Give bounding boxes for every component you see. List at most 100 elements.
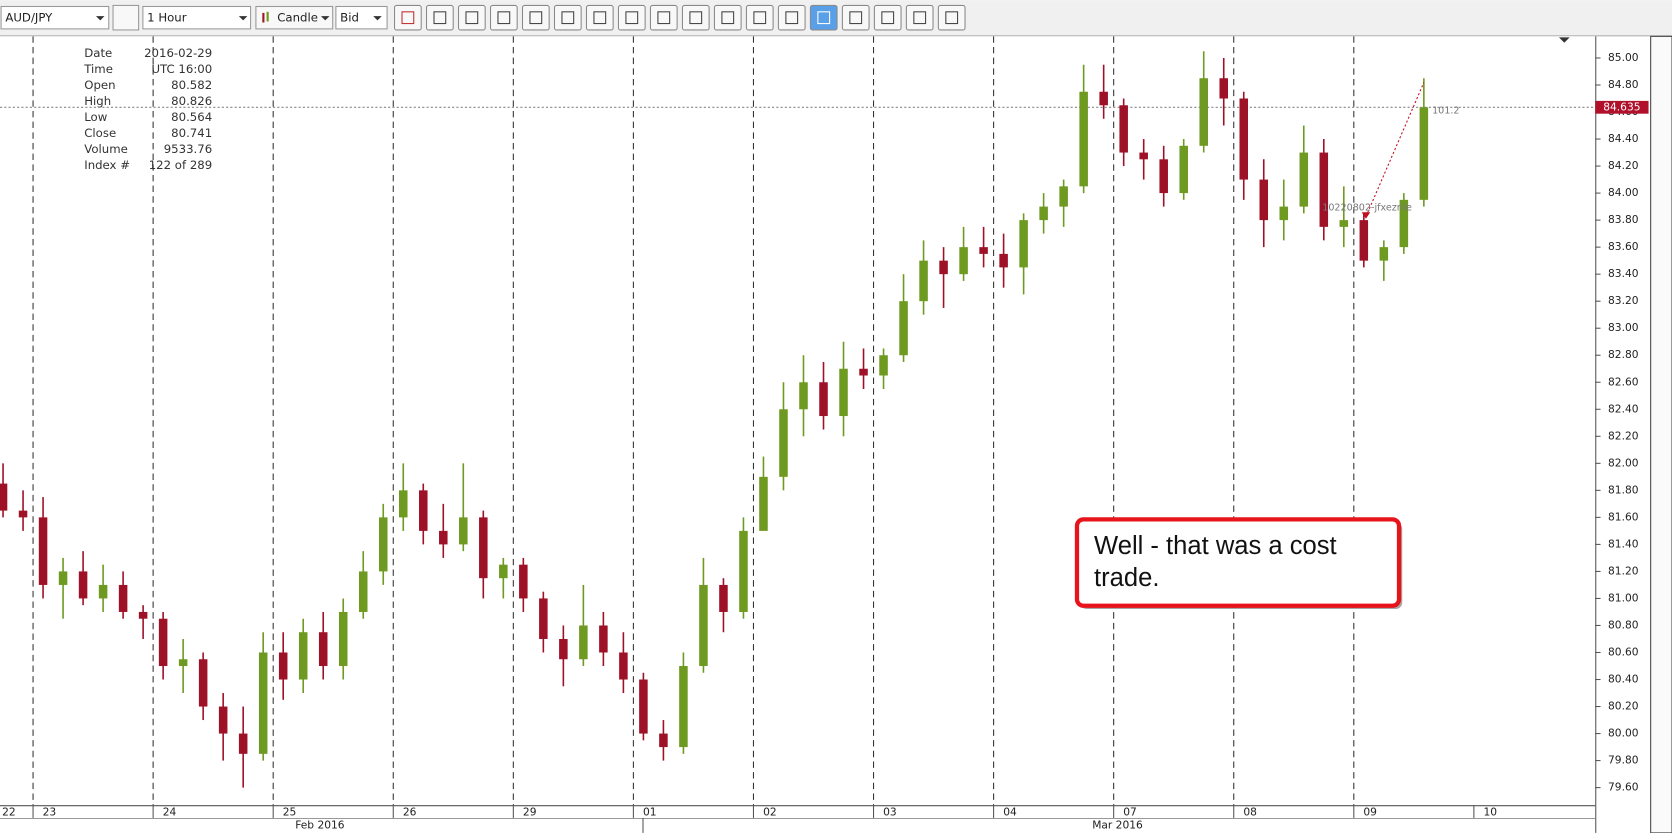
candle-body bbox=[1219, 78, 1228, 99]
candle-body bbox=[799, 382, 808, 410]
toolbar-button[interactable] bbox=[457, 4, 486, 31]
toolbar-icon bbox=[721, 11, 735, 25]
toolbar-button[interactable] bbox=[681, 4, 710, 31]
candle-body bbox=[639, 679, 648, 734]
instrument-dropdown[interactable] bbox=[0, 5, 110, 30]
y-tick-label: 81.20 bbox=[1608, 564, 1639, 577]
toolbar-icon bbox=[817, 11, 831, 25]
y-tick-label: 82.20 bbox=[1608, 429, 1639, 442]
info-label: Open bbox=[84, 78, 115, 92]
candle-body bbox=[1399, 199, 1409, 248]
candle-body bbox=[18, 510, 28, 518]
toolbar-icon bbox=[881, 11, 895, 25]
candle-body bbox=[1019, 220, 1028, 268]
candle-body bbox=[719, 584, 728, 612]
chart-type-button[interactable] bbox=[112, 4, 140, 31]
side-dropdown[interactable] bbox=[335, 5, 388, 30]
toolbar-icon bbox=[497, 11, 511, 25]
toolbar-icon bbox=[561, 11, 575, 25]
order-value: 101.2 bbox=[1432, 105, 1459, 116]
info-value: 9533.76 bbox=[164, 142, 212, 156]
x-tick-label: 22 bbox=[2, 806, 16, 819]
toolbar-button[interactable] bbox=[937, 4, 966, 31]
x-tick-label: 02 bbox=[763, 806, 777, 819]
toolbar-icon bbox=[945, 11, 959, 25]
candle-body bbox=[38, 517, 48, 585]
toolbar-icon bbox=[625, 11, 639, 25]
candle-body bbox=[519, 564, 528, 599]
info-value: 122 of 289 bbox=[149, 158, 212, 172]
y-tick-label: 82.40 bbox=[1608, 402, 1639, 415]
info-label: High bbox=[84, 94, 111, 108]
x-tick-label: 10 bbox=[1483, 806, 1497, 819]
x-tick-label: 04 bbox=[1003, 806, 1017, 819]
candle-body bbox=[1299, 152, 1309, 207]
info-label: Index # bbox=[84, 158, 130, 172]
toolbar-button[interactable] bbox=[553, 4, 582, 31]
x-tick-label: 08 bbox=[1243, 806, 1257, 819]
period: 1 Hour bbox=[147, 11, 187, 25]
menu-arrow[interactable] bbox=[1558, 37, 1570, 43]
toolbar-button[interactable] bbox=[745, 4, 774, 31]
candle-body bbox=[1079, 91, 1088, 187]
toolbar-button[interactable] bbox=[394, 4, 422, 31]
candle-body bbox=[1319, 152, 1329, 227]
candle-body bbox=[739, 530, 748, 612]
info-value: 80.582 bbox=[171, 78, 212, 92]
candle-body bbox=[959, 247, 968, 275]
toolbar-button[interactable] bbox=[649, 4, 678, 31]
candle-body bbox=[459, 517, 468, 545]
info-value: UTC 16:00 bbox=[151, 62, 212, 76]
toolbar-button[interactable] bbox=[489, 4, 518, 31]
side-panel bbox=[1650, 35, 1672, 834]
info-label: Volume bbox=[84, 142, 128, 156]
toolbar-button[interactable] bbox=[521, 4, 550, 31]
order-marker bbox=[1361, 212, 1371, 219]
y-tick-label: 80.00 bbox=[1608, 727, 1639, 740]
candle-body bbox=[358, 571, 368, 612]
candle-body bbox=[839, 368, 848, 417]
candle-body bbox=[399, 490, 408, 518]
candle-body bbox=[1139, 152, 1148, 160]
candle-body bbox=[1239, 98, 1249, 180]
dropdown-arrow bbox=[373, 16, 382, 21]
toolbar-button[interactable] bbox=[841, 4, 870, 31]
period-dropdown[interactable] bbox=[142, 5, 252, 30]
toolbar-button[interactable] bbox=[425, 4, 454, 31]
instrument: AUD/JPY bbox=[5, 11, 53, 25]
toolbar-icon bbox=[401, 11, 415, 25]
y-tick-label: 84.20 bbox=[1608, 159, 1639, 172]
y-tick-label: 80.20 bbox=[1608, 700, 1639, 713]
x-tick-label: 29 bbox=[523, 806, 537, 819]
candle-body bbox=[218, 706, 228, 734]
y-tick-label: 85.00 bbox=[1608, 51, 1639, 64]
toolbar-button[interactable] bbox=[777, 4, 806, 31]
candle-body bbox=[919, 260, 928, 302]
candle-body bbox=[118, 584, 128, 612]
style-dropdown[interactable] bbox=[255, 5, 334, 30]
toolbar-icon bbox=[657, 11, 671, 25]
candle-body bbox=[298, 632, 308, 680]
y-tick-label: 84.80 bbox=[1608, 78, 1639, 91]
y-tick-label: 81.00 bbox=[1608, 591, 1639, 604]
x-tick-label: 07 bbox=[1123, 806, 1137, 819]
candle-body bbox=[559, 638, 568, 660]
toolbar-icon bbox=[849, 11, 863, 25]
candle-body bbox=[859, 368, 868, 376]
toolbar-button[interactable] bbox=[809, 4, 838, 31]
toolbar-button[interactable] bbox=[905, 4, 934, 31]
candle-body bbox=[1099, 91, 1108, 106]
x-tick-label: 23 bbox=[43, 806, 57, 819]
toolbar-button[interactable] bbox=[585, 4, 614, 31]
candle-body bbox=[779, 409, 788, 477]
toolbar-button[interactable] bbox=[873, 4, 902, 31]
info-value: 80.826 bbox=[171, 94, 212, 108]
toolbar-button[interactable] bbox=[617, 4, 646, 31]
info-value: 80.564 bbox=[171, 110, 212, 124]
toolbar-icon bbox=[433, 11, 447, 25]
toolbar-button[interactable] bbox=[713, 4, 742, 31]
y-tick-label: 84.00 bbox=[1608, 186, 1639, 199]
dropdown-arrow bbox=[320, 16, 330, 21]
y-tick-label: 82.60 bbox=[1608, 375, 1639, 388]
candle-body bbox=[158, 618, 168, 667]
